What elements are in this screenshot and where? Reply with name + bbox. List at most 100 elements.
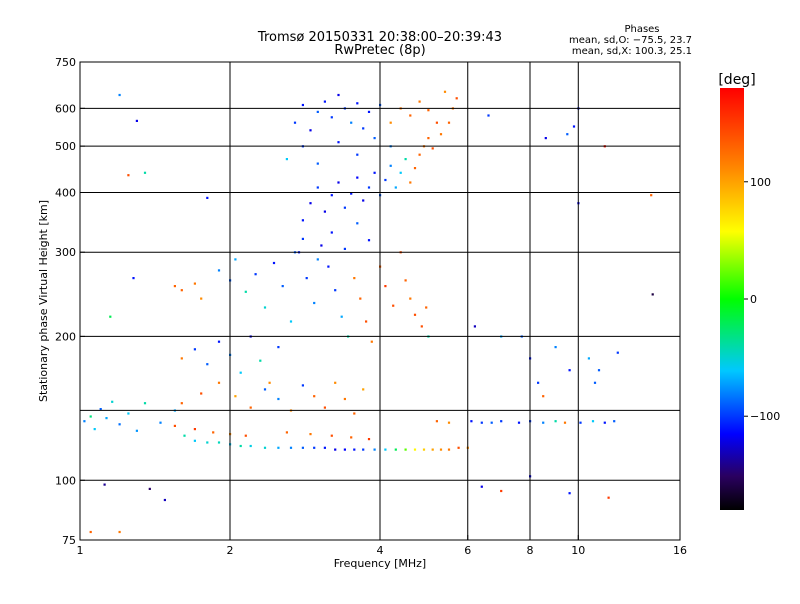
data-point	[616, 351, 619, 354]
colorbar-ticks: 100 0 −100	[744, 176, 780, 423]
data-point	[323, 406, 326, 409]
data-point	[447, 421, 451, 424]
data-point	[180, 357, 183, 360]
data-point	[455, 97, 458, 100]
x-tick-label: 2	[227, 544, 234, 557]
y-tick-label: 300	[55, 246, 76, 259]
data-point	[217, 441, 221, 444]
y-tick-label: 500	[55, 140, 76, 153]
x-axis-label: Frequency [MHz]	[334, 557, 426, 570]
data-point	[259, 359, 262, 362]
data-point	[239, 444, 242, 448]
data-point	[613, 420, 616, 423]
data-point	[340, 315, 343, 318]
data-point	[404, 279, 407, 282]
data-point	[603, 421, 606, 424]
data-point	[316, 186, 319, 189]
data-point	[554, 346, 557, 349]
data-point	[359, 297, 362, 300]
chart-subtitle: RwPretec (8p)	[334, 43, 425, 58]
data-point	[334, 381, 337, 384]
data-point	[542, 395, 545, 398]
data-point	[309, 129, 312, 132]
data-point	[413, 448, 417, 451]
y-tick-label: 100	[55, 474, 76, 487]
data-point	[217, 381, 221, 384]
data-point	[143, 402, 147, 405]
x-axis: 1 2 4 6 8 10 16	[77, 535, 687, 557]
y-tick-label: 400	[55, 186, 76, 199]
data-point	[313, 446, 316, 449]
data-point	[353, 277, 356, 280]
data-point	[439, 448, 443, 451]
data-point	[289, 446, 293, 449]
data-point	[343, 206, 346, 209]
data-point	[356, 153, 359, 156]
data-point	[367, 186, 371, 189]
data-point	[118, 423, 121, 426]
data-point	[244, 290, 247, 293]
data-point	[330, 116, 333, 119]
data-point	[285, 431, 288, 434]
data-point	[413, 313, 417, 316]
data-point	[439, 133, 443, 136]
data-point	[301, 237, 304, 240]
data-point	[343, 397, 346, 401]
data-point	[330, 434, 333, 437]
data-point	[542, 421, 545, 424]
data-point	[127, 174, 130, 177]
data-point	[111, 400, 114, 403]
data-point	[254, 273, 257, 276]
phase-x-stats: mean, sd,X: 100.3, 25.1	[572, 46, 692, 57]
data-point	[651, 293, 654, 296]
data-point	[568, 492, 571, 495]
data-point	[334, 448, 337, 451]
data-point	[597, 369, 601, 372]
colorbar-tick-label: 100	[750, 176, 771, 189]
x-tick-label: 16	[673, 544, 687, 557]
data-point	[309, 202, 312, 205]
data-point	[323, 100, 326, 103]
data-point	[132, 277, 135, 280]
data-point	[362, 199, 365, 202]
data-point	[316, 110, 319, 113]
data-point	[301, 384, 304, 387]
data-point	[244, 434, 247, 437]
data-point	[103, 483, 106, 486]
data-point	[334, 289, 337, 292]
data-point	[563, 421, 567, 424]
data-point	[277, 446, 280, 449]
data-point	[83, 420, 86, 423]
data-point	[212, 431, 215, 434]
x-tick-label: 1	[77, 544, 84, 557]
data-point	[180, 402, 183, 405]
data-point	[409, 297, 412, 300]
data-point	[392, 304, 395, 307]
data-point	[105, 417, 108, 420]
data-point	[443, 90, 447, 93]
data-point	[135, 429, 138, 432]
data-point	[435, 121, 438, 124]
data-point	[435, 420, 438, 423]
x-tick-label: 10	[571, 544, 585, 557]
x-tick-label: 4	[377, 544, 384, 557]
data-point	[362, 448, 365, 451]
data-point	[272, 261, 276, 265]
y-axis-label: Stationary phase Virtual Height [km]	[37, 200, 50, 402]
data-point	[427, 137, 430, 140]
data-point	[487, 114, 490, 117]
data-point	[193, 282, 196, 285]
data-point	[249, 406, 252, 409]
phase-o-stats: mean, sd,O: −75.5, 23.7	[569, 35, 692, 46]
data-point	[362, 127, 365, 130]
data-point	[425, 306, 428, 309]
data-point	[500, 489, 503, 493]
data-point	[404, 448, 407, 451]
data-point	[607, 496, 610, 499]
data-point	[173, 424, 176, 427]
data-point	[420, 325, 423, 328]
data-point	[422, 448, 426, 451]
data-point	[367, 239, 371, 242]
data-point	[99, 408, 102, 411]
